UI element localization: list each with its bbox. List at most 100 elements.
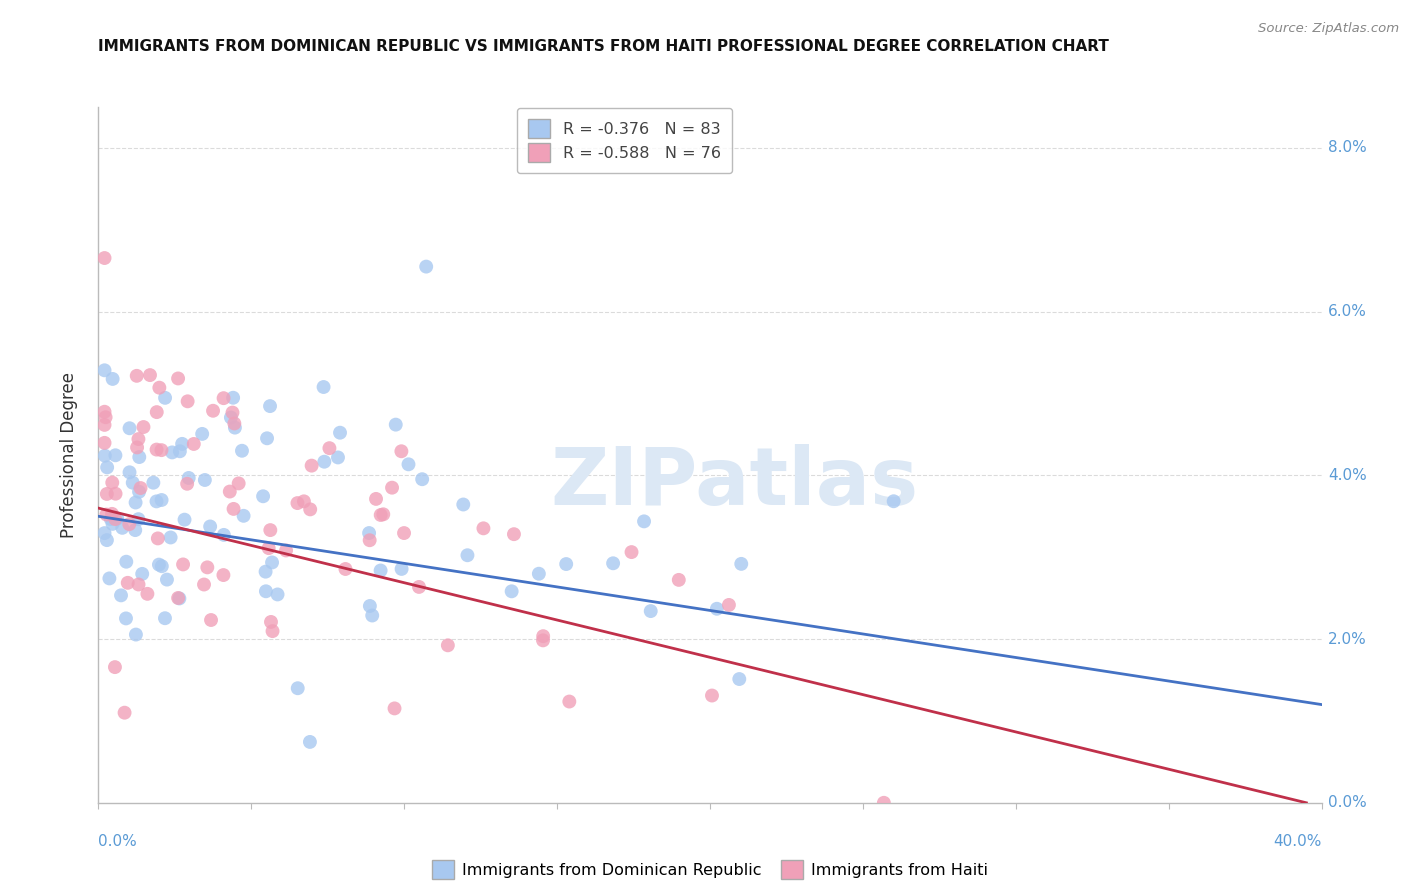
Point xyxy=(370,564,392,578)
Point xyxy=(728,672,751,686)
Point xyxy=(256,431,278,445)
Point xyxy=(389,444,412,458)
Point xyxy=(128,450,150,464)
Point xyxy=(100,512,122,526)
Point xyxy=(224,417,246,431)
Point xyxy=(177,471,200,485)
Point xyxy=(257,541,280,555)
Point xyxy=(172,437,194,451)
Point xyxy=(194,473,217,487)
Point xyxy=(252,489,274,503)
Point xyxy=(706,601,728,615)
Point xyxy=(219,410,242,425)
Point xyxy=(125,627,148,641)
Point xyxy=(148,558,170,572)
Point xyxy=(555,557,578,571)
Legend: Immigrants from Dominican Republic, Immigrants from Haiti: Immigrants from Dominican Republic, Immi… xyxy=(426,854,994,885)
Point xyxy=(153,391,176,405)
Point xyxy=(110,588,132,602)
Point xyxy=(139,368,162,383)
Point xyxy=(411,472,433,486)
Point xyxy=(391,562,413,576)
Point xyxy=(381,481,404,495)
Point xyxy=(105,511,128,525)
Point xyxy=(873,796,896,810)
Point xyxy=(94,449,117,463)
Text: 0.0%: 0.0% xyxy=(1327,796,1367,810)
Text: Source: ZipAtlas.com: Source: ZipAtlas.com xyxy=(1258,22,1399,36)
Point xyxy=(287,496,309,510)
Point xyxy=(287,681,309,696)
Point xyxy=(150,443,173,458)
Text: 6.0%: 6.0% xyxy=(1327,304,1367,319)
Point xyxy=(104,660,127,674)
Point xyxy=(195,560,218,574)
Point xyxy=(222,502,245,516)
Point xyxy=(129,481,152,495)
Point xyxy=(259,399,281,413)
Point xyxy=(212,391,235,405)
Point xyxy=(167,371,190,385)
Point xyxy=(114,706,136,720)
Point xyxy=(111,521,134,535)
Point xyxy=(131,566,153,581)
Point xyxy=(298,735,321,749)
Text: ZIPatlas: ZIPatlas xyxy=(550,443,918,522)
Point xyxy=(202,403,225,417)
Point xyxy=(200,613,222,627)
Point xyxy=(121,475,143,490)
Point xyxy=(118,421,141,435)
Point xyxy=(198,519,221,533)
Text: 2.0%: 2.0% xyxy=(1327,632,1367,647)
Point xyxy=(384,417,406,432)
Point xyxy=(96,460,118,475)
Point xyxy=(558,694,581,708)
Point xyxy=(218,484,240,499)
Point xyxy=(101,516,124,531)
Point xyxy=(221,406,243,420)
Point xyxy=(883,494,905,508)
Point xyxy=(104,448,127,462)
Point xyxy=(101,507,124,521)
Y-axis label: Professional Degree: Professional Degree xyxy=(59,372,77,538)
Point xyxy=(392,526,415,541)
Text: 40.0%: 40.0% xyxy=(1274,834,1322,849)
Point xyxy=(124,495,146,509)
Point xyxy=(274,543,297,558)
Point xyxy=(503,527,526,541)
Point xyxy=(124,523,146,537)
Point xyxy=(128,484,150,499)
Point xyxy=(700,689,723,703)
Point xyxy=(115,611,138,625)
Point xyxy=(472,521,495,535)
Point xyxy=(153,611,176,625)
Point xyxy=(150,493,173,508)
Point xyxy=(373,508,395,522)
Point xyxy=(232,508,254,523)
Point xyxy=(456,548,478,562)
Point xyxy=(183,437,205,451)
Point xyxy=(96,487,118,501)
Point xyxy=(318,441,340,455)
Point xyxy=(314,455,336,469)
Point xyxy=(329,425,352,440)
Point xyxy=(602,556,624,570)
Point xyxy=(312,380,335,394)
Point xyxy=(301,458,323,473)
Point xyxy=(93,363,115,377)
Point xyxy=(254,584,277,599)
Point xyxy=(156,573,179,587)
Point xyxy=(359,526,381,541)
Point xyxy=(531,629,554,643)
Point xyxy=(531,633,554,648)
Point xyxy=(150,559,173,574)
Point xyxy=(501,584,523,599)
Point xyxy=(730,557,752,571)
Point xyxy=(361,608,384,623)
Point xyxy=(173,513,195,527)
Point xyxy=(145,494,167,508)
Point xyxy=(292,494,315,508)
Text: 8.0%: 8.0% xyxy=(1327,140,1367,155)
Point xyxy=(136,587,159,601)
Point xyxy=(299,502,322,516)
